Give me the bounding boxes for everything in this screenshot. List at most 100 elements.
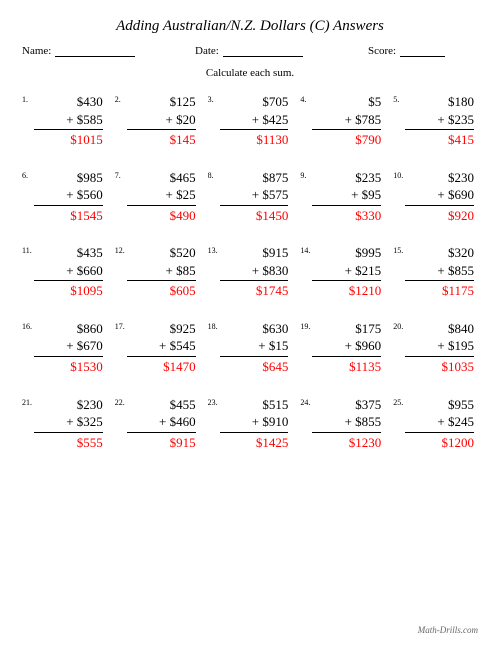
sum-rule [34,205,103,206]
problem-stack: $515+ $910$1425 [220,396,293,452]
sum-rule [127,129,196,130]
answer: $1200 [405,434,474,452]
problem-number: 12. [115,244,127,255]
addend-bottom: + $235 [405,111,474,129]
addend-bottom: + $585 [34,111,103,129]
answer: $645 [220,358,289,376]
sum-rule [220,356,289,357]
problem: 4.$5+ $785$790 [300,93,385,149]
addend-top: $925 [127,320,196,338]
problem: 21.$230+ $325$555 [22,396,107,452]
answer: $490 [127,207,196,225]
name-field: Name: [22,45,187,57]
problem-stack: $925+ $545 $1470 [127,320,200,376]
sum-rule [127,280,196,281]
addend-top: $985 [34,169,103,187]
problem-stack: $430+ $585$1015 [34,93,107,149]
problem-stack: $175+ $960$1135 [312,320,385,376]
addend-top: $235 [312,169,381,187]
problem-stack: $860+ $670$1530 [34,320,107,376]
problem-number: 8. [208,169,220,180]
problem-number: 22. [115,396,127,407]
answer: $1175 [405,282,474,300]
problem: 25.$955+ $245$1200 [393,396,478,452]
problem-stack: $435+ $660$1095 [34,244,107,300]
problem: 9.$235+ $95$330 [300,169,385,225]
answer: $1135 [312,358,381,376]
addend-bottom: + $545 [127,337,196,355]
problem-stack: $955+ $245$1200 [405,396,478,452]
problem: 17.$925+ $545$1470 [115,320,200,376]
addend-top: $875 [220,169,289,187]
problem-stack: $840+ $195$1035 [405,320,478,376]
problem-stack: $995+ $215$1210 [312,244,385,300]
answer: $1210 [312,282,381,300]
name-label: Name: [22,45,51,57]
problem: 12.$520+ $85 $605 [115,244,200,300]
sum-rule [312,129,381,130]
problem-number: 1. [22,93,34,104]
problem: 2.$125+ $20$145 [115,93,200,149]
problem-stack: $630+ $15$645 [220,320,293,376]
answer: $1545 [34,207,103,225]
date-label: Date: [195,45,219,57]
addend-bottom: + $25 [127,186,196,204]
problem-number: 21. [22,396,34,407]
page-title: Adding Australian/N.Z. Dollars (C) Answe… [22,18,478,35]
sum-rule [127,205,196,206]
sum-rule [34,280,103,281]
problem-number: 5. [393,93,405,104]
problem-number: 16. [22,320,34,331]
answer: $555 [34,434,103,452]
addend-bottom: + $85 [127,262,196,280]
addend-top: $860 [34,320,103,338]
answer: $915 [127,434,196,452]
addend-top: $375 [312,396,381,414]
addend-top: $520 [127,244,196,262]
addend-top: $125 [127,93,196,111]
addend-bottom: + $855 [312,413,381,431]
problem-stack: $235+ $95$330 [312,169,385,225]
addend-top: $320 [405,244,474,262]
answer: $1745 [220,282,289,300]
problem-stack: $375+ $855 $1230 [312,396,385,452]
problem-stack: $915+ $830$1745 [220,244,293,300]
header-row: Name: Date: Score: [22,45,478,57]
problem: 18.$630+ $15$645 [208,320,293,376]
addend-bottom: + $425 [220,111,289,129]
sum-rule [405,205,474,206]
problem-stack: $180+ $235$415 [405,93,478,149]
answer: $1130 [220,131,289,149]
instruction-text: Calculate each sum. [22,67,478,79]
problem: 11.$435+ $660$1095 [22,244,107,300]
problem: 1.$430+ $585$1015 [22,93,107,149]
problem-number: 4. [300,93,312,104]
problem-number: 10. [393,169,405,180]
answer: $605 [127,282,196,300]
addend-bottom: + $560 [34,186,103,204]
problem: 15.$320+ $855$1175 [393,244,478,300]
sum-rule [220,432,289,433]
problem: 16.$860+ $670$1530 [22,320,107,376]
addend-top: $230 [405,169,474,187]
sum-rule [127,356,196,357]
answer: $1230 [312,434,381,452]
addend-bottom: + $910 [220,413,289,431]
addend-bottom: + $575 [220,186,289,204]
problem-stack: $520+ $85 $605 [127,244,200,300]
addend-bottom: + $660 [34,262,103,280]
problem-grid: 1.$430+ $585$10152.$125+ $20$1453.$705+ … [22,93,478,451]
answer: $1470 [127,358,196,376]
problem-stack: $465+ $25$490 [127,169,200,225]
problem-number: 9. [300,169,312,180]
problem: 23.$515+ $910$1425 [208,396,293,452]
answer: $1035 [405,358,474,376]
addend-top: $515 [220,396,289,414]
sum-rule [220,280,289,281]
answer: $330 [312,207,381,225]
problem: 10.$230+ $690$920 [393,169,478,225]
problem-number: 15. [393,244,405,255]
addend-top: $180 [405,93,474,111]
problem-stack: $985+ $560 $1545 [34,169,107,225]
problem: 13.$915+ $830$1745 [208,244,293,300]
